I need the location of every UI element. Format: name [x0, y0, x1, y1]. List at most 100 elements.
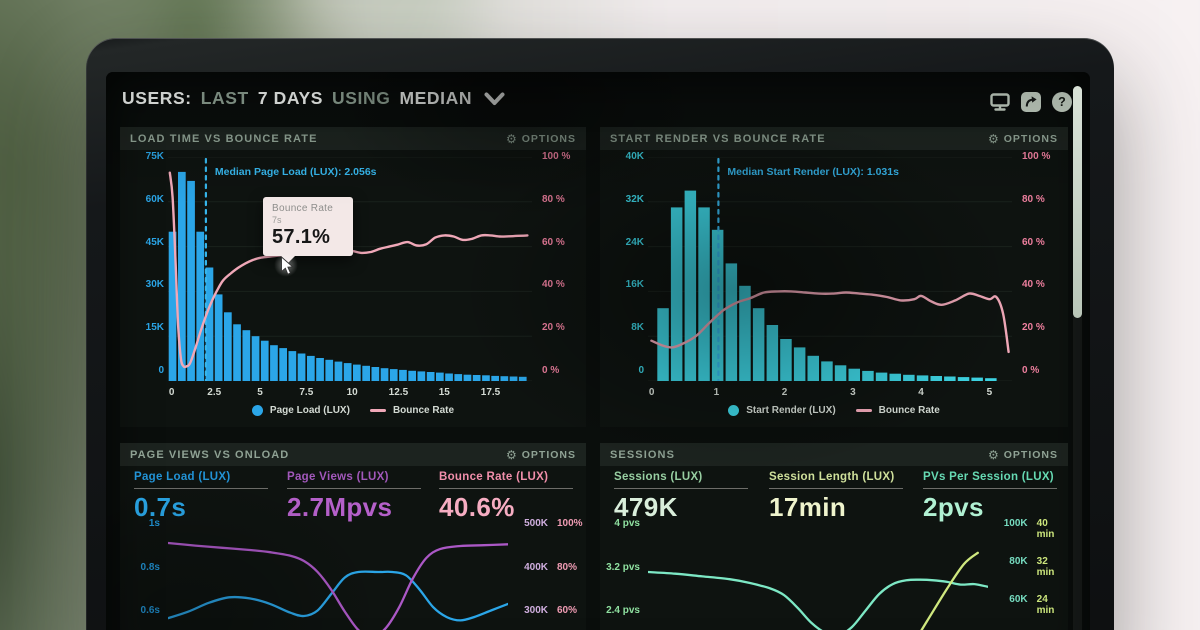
axis-tick: 10 [346, 387, 358, 398]
kpi-label: Sessions (LUX) [614, 471, 703, 483]
kpi-row: Sessions (LUX) 479K Session Length (LUX)… [614, 471, 1058, 523]
axis-tick-row: 300K 60% [514, 605, 583, 616]
kpi-value: 0.7s [134, 492, 187, 522]
axis-tick: 12.5 [388, 387, 409, 398]
axis-tick: 0 [168, 387, 175, 398]
x-axis: 0 1 2 3 4 5 [648, 387, 1012, 399]
kpi-session-length: Session Length (LUX) 17min [769, 471, 917, 523]
load-time-chart-plot[interactable]: Median Page Load (LUX): 2.056s Bounce Ra… [168, 157, 532, 381]
panel-title: PAGE VIEWS VS ONLOAD [130, 448, 290, 461]
axis-tick: 0.6s [140, 605, 160, 616]
panel-title: LOAD TIME VS BOUNCE RATE [130, 132, 318, 145]
options-button[interactable]: ⚙ OPTIONS [506, 449, 576, 461]
panel-header: LOAD TIME VS BOUNCE RATE ⚙ OPTIONS [120, 127, 586, 150]
kpi-label: Page Views (LUX) [287, 471, 389, 483]
panel-title: START RENDER VS BOUNCE RATE [610, 132, 826, 145]
axis-tick: 2 [781, 387, 788, 398]
chart-canvas [168, 157, 532, 381]
kpi-label: PVs Per Session (LUX) [923, 471, 1054, 483]
onload-trend-chart-plot[interactable] [166, 521, 510, 630]
kpi-underline [923, 488, 1057, 489]
chevron-down-icon [484, 92, 505, 106]
title-using: USING [332, 88, 391, 108]
axis-tick: 60 % [1022, 236, 1045, 248]
monitor-icon[interactable] [990, 92, 1010, 112]
kpi-underline [439, 488, 573, 489]
legend-item-bounce-rate[interactable]: Bounce Rate [369, 405, 454, 416]
axis-tick: 400K [524, 561, 548, 573]
legend-label: Bounce Rate [878, 405, 940, 416]
options-label: OPTIONS [521, 132, 576, 145]
y-axis-right: 100K 40 min 80K 32 min 60K 24 min [994, 518, 1068, 616]
axis-tick: 20 % [1022, 322, 1045, 334]
axis-tick: 300K [524, 605, 548, 616]
kpi-value: 17min [769, 492, 847, 522]
options-button[interactable]: ⚙ OPTIONS [988, 449, 1058, 461]
axis-tick: 75K [145, 151, 164, 162]
kpi-value: 479K [614, 492, 678, 522]
median-annotation: Median Start Render (LUX): 1.031s [727, 166, 899, 178]
axis-tick: 15K [145, 322, 164, 334]
kpi-value: 2.7Mpvs [287, 492, 393, 522]
gear-icon: ⚙ [505, 131, 517, 146]
gear-icon: ⚙ [987, 131, 999, 146]
chart-canvas [646, 551, 990, 630]
axis-tick: 100% [557, 518, 583, 529]
axis-tick-row: 60K 24 min [994, 594, 1068, 616]
chart-legend: Start Render (LUX) Bounce Rate [600, 405, 1068, 416]
axis-tick: 80 % [542, 193, 565, 205]
axis-tick: 0 [158, 364, 164, 376]
y-axis-left: 40K 32K 24K 16K 8K 0 [604, 152, 644, 376]
axis-tick-row: 100K 40 min [994, 518, 1068, 540]
axis-tick: 16K [625, 279, 644, 291]
y-axis-right: 100 % 80 % 60 % 40 % 20 % 0 % [1022, 152, 1062, 376]
legend-item-bounce-rate[interactable]: Bounce Rate [855, 405, 940, 416]
legend-item-start-render[interactable]: Start Render (LUX) [728, 405, 836, 416]
axis-tick: 40K [625, 151, 644, 162]
axis-tick-row: 80K 32 min [994, 556, 1068, 578]
panel-start-render-vs-bounce-rate: START RENDER VS BOUNCE RATE ⚙ OPTIONS 40… [600, 127, 1068, 427]
axis-tick: 45K [145, 236, 164, 248]
kpi-underline [287, 488, 421, 489]
axis-tick: 30K [145, 279, 164, 291]
options-button[interactable]: ⚙ OPTIONS [506, 133, 576, 145]
kpi-page-load: Page Load (LUX) 0.7s [134, 471, 282, 523]
axis-tick: 32K [625, 193, 644, 205]
sessions-trend-chart-plot[interactable] [646, 521, 990, 630]
share-icon[interactable] [1021, 92, 1041, 112]
legend-line-icon [855, 409, 872, 412]
scrollbar-thumb[interactable] [1073, 86, 1082, 318]
options-button[interactable]: ⚙ OPTIONS [988, 133, 1058, 145]
axis-tick-row: 500K 100% [514, 518, 583, 529]
options-label: OPTIONS [521, 448, 576, 461]
legend-item-page-load[interactable]: Page Load (LUX) [251, 405, 350, 416]
axis-tick: 7.5 [299, 387, 314, 398]
start-render-chart-plot[interactable]: Median Start Render (LUX): 1.031s [648, 157, 1012, 381]
axis-tick: 1 [713, 387, 720, 398]
axis-tick: 80 % [1022, 193, 1045, 205]
median-annotation: Median Page Load (LUX): 2.056s [214, 166, 377, 178]
axis-tick: 80K [1009, 556, 1028, 567]
kpi-pvs-per-session: PVs Per Session (LUX) 2pvs [923, 471, 1071, 523]
legend-dot-icon [728, 405, 740, 416]
axis-tick: 60 % [542, 236, 565, 248]
axis-tick: 0 % [542, 364, 560, 376]
axis-tick: 32 min [1036, 556, 1055, 578]
help-glyph: ? [1058, 95, 1066, 109]
axis-tick: 4 pvs [614, 518, 640, 529]
help-icon[interactable]: ? [1052, 92, 1072, 112]
laptop-screen: USERS: LAST 7 DAYS USING MEDIAN ? [106, 72, 1090, 630]
bounce-rate-tooltip: Bounce Rate 7s 57.1% [263, 197, 353, 263]
panel-header: SESSIONS ⚙ OPTIONS [600, 443, 1068, 466]
users-range-dropdown[interactable]: USERS: LAST 7 DAYS USING MEDIAN [122, 88, 505, 109]
options-label: OPTIONS [1003, 132, 1058, 145]
title-last: LAST [200, 88, 249, 108]
axis-tick: 4 [918, 387, 924, 398]
kpi-label: Session Length (LUX) [769, 471, 895, 483]
axis-tick: 100 % [1022, 151, 1051, 162]
panel-header: PAGE VIEWS VS ONLOAD ⚙ OPTIONS [120, 443, 586, 466]
chart-canvas [648, 157, 1012, 381]
scrollbar-track[interactable] [1073, 86, 1082, 630]
header-icons: ? [990, 92, 1072, 112]
